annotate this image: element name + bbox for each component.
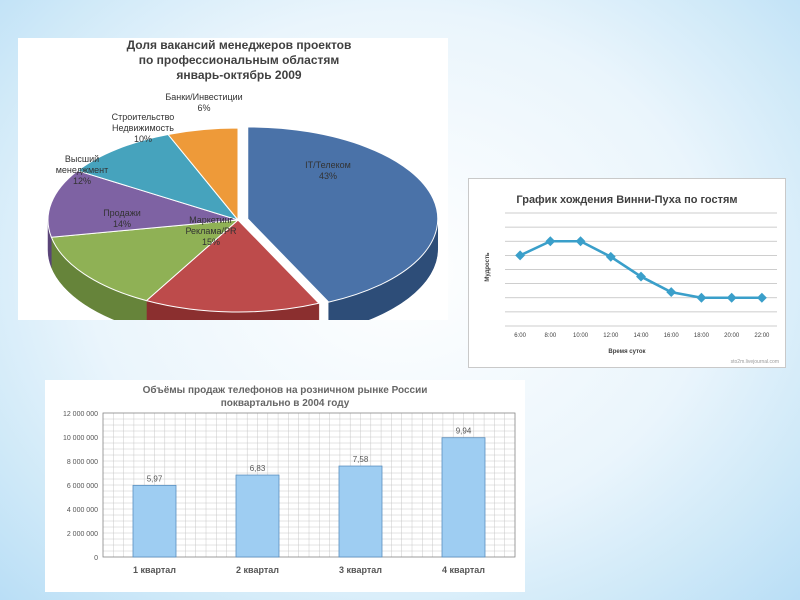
line-point-4 [636, 271, 646, 282]
pie-label-1-0: Маркетинг [189, 215, 233, 225]
pie-chart: Доля вакансий менеджеров проектов по про… [47, 38, 439, 320]
line-xtick-8: 22:00 [754, 333, 770, 339]
pie-slice-0 [247, 126, 439, 303]
pie-title-line-3: январь-октябрь 2009 [176, 68, 302, 82]
line-point-5 [666, 287, 677, 298]
bar-ytick-2: 4 000 000 [67, 507, 98, 514]
pie-label-3-2: 12% [73, 176, 91, 186]
line-x-ticks: 6:00 8:00 10:00 12:00 14:00 16:00 18:00 20:00 22… [514, 333, 770, 339]
line-point-0 [515, 250, 526, 261]
bar-chart: Объёмы продаж телефонов на розничном рын… [63, 384, 516, 575]
line-point-3 [605, 251, 616, 262]
pie-label-4-2: 10% [134, 134, 152, 144]
pie-label-0-0: IT/Телеком [305, 160, 351, 170]
pie-slice-5 [167, 127, 239, 222]
pie-title-line-2: по профессиональным областям [139, 53, 340, 67]
line-chart-panel: График хождения Винни-Пуха по гостям Муд… [468, 178, 786, 368]
line-xtick-1: 8:00 [544, 333, 556, 339]
bar-ytick-4: 8 000 000 [67, 459, 98, 466]
line-xtick-7: 20:00 [724, 333, 740, 339]
bar-y-ticks: 0 2 000 000 4 000 000 6 000 000 8 000 000 10 … [63, 411, 98, 562]
line-xtick-0: 6:00 [514, 333, 526, 339]
line-chart-ylabel: Мудрость [485, 252, 491, 282]
bar-3 [441, 437, 486, 558]
bar-bars: 5,97 6,83 7,58 9,94 [132, 427, 486, 558]
line-xtick-5: 16:00 [664, 333, 680, 339]
bar-xtick-0: 1 квартал [133, 565, 176, 575]
bar-ytick-1: 2 000 000 [67, 531, 98, 538]
bar-data-label-3: 9,94 [456, 427, 472, 436]
pie-label-2-0: Продажи [103, 208, 141, 218]
pie-chart-panel: Доля вакансий менеджеров проектов по про… [18, 38, 448, 320]
pie-label-0-1: 43% [319, 171, 337, 181]
line-chart-xlabel: Время суток [608, 349, 645, 355]
line-point-6 [696, 292, 707, 303]
pie-slice-1 [145, 219, 320, 313]
bar-title-line-1: Объёмы продаж телефонов на розничном рын… [143, 384, 428, 396]
bar-x-ticks: 1 квартал 2 квартал 3 квартал 4 квартал [133, 565, 485, 575]
pie-label-5-1: 6% [197, 103, 210, 113]
line-point-8 [756, 292, 767, 303]
line-chart-watermark: sto2m.livejournal.com [731, 359, 779, 365]
line-xtick-4: 14:00 [633, 333, 649, 339]
bar-data-label-2: 7,58 [353, 455, 369, 464]
line-chart: График хождения Винни-Пуха по гостям Муд… [485, 194, 779, 365]
pie-title-line-1: Доля вакансий менеджеров проектов [127, 38, 352, 52]
bar-xtick-3: 4 квартал [442, 565, 485, 575]
bar-chart-panel: Объёмы продаж телефонов на розничном рын… [45, 380, 525, 592]
bar-0 [132, 484, 177, 558]
line-xtick-2: 10:00 [573, 333, 589, 339]
pie-slice-2 [50, 219, 240, 302]
bar-plot-frame [102, 412, 516, 558]
bar-ytick-5: 10 000 000 [63, 435, 98, 442]
line-chart-title: График хождения Винни-Пуха по гостям [516, 194, 737, 206]
pie-label-1-1: Реклама/PR [185, 226, 237, 236]
line-point-1 [545, 236, 556, 247]
pie-label-3-1: менеджмент [56, 165, 109, 175]
bar-1 [235, 474, 280, 558]
bar-xtick-2: 3 квартал [339, 565, 382, 575]
pie-tops [47, 126, 439, 313]
pie-label-5-0: Банки/Инвестиции [165, 92, 242, 102]
bar-xtick-1: 2 квартал [236, 565, 279, 575]
line-xtick-6: 18:00 [694, 333, 710, 339]
pie-label-2-1: 14% [113, 219, 131, 229]
line-xtick-3: 12:00 [603, 333, 619, 339]
pie-label-4-0: Строительство [112, 112, 175, 122]
bar-2 [338, 465, 383, 558]
line-point-7 [726, 292, 737, 303]
line-grid [505, 212, 777, 327]
bar-ytick-6: 12 000 000 [63, 411, 98, 418]
pie-slice-3 [47, 170, 239, 238]
line-point-2 [575, 236, 586, 247]
pie-label-3-0: Высший [65, 154, 99, 164]
bar-data-label-1: 6,83 [250, 464, 266, 473]
bar-data-label-0: 5,97 [147, 474, 163, 483]
bar-ytick-3: 6 000 000 [67, 483, 98, 490]
bar-ytick-0: 0 [94, 555, 98, 562]
pie-label-4-1: Недвижимость [112, 123, 174, 133]
pie-slice-4 [76, 133, 240, 221]
pie-label-1-2: 15% [202, 237, 220, 247]
bar-title-line-2: поквартально в 2004 году [221, 398, 350, 409]
